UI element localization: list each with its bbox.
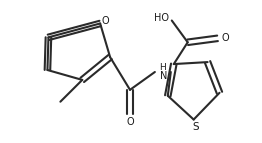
Text: HO: HO — [154, 13, 169, 23]
Text: N: N — [160, 71, 167, 81]
Text: S: S — [192, 122, 199, 132]
Text: H: H — [160, 62, 166, 72]
Text: O: O — [126, 117, 134, 127]
Text: O: O — [222, 33, 229, 43]
Text: O: O — [101, 16, 109, 26]
